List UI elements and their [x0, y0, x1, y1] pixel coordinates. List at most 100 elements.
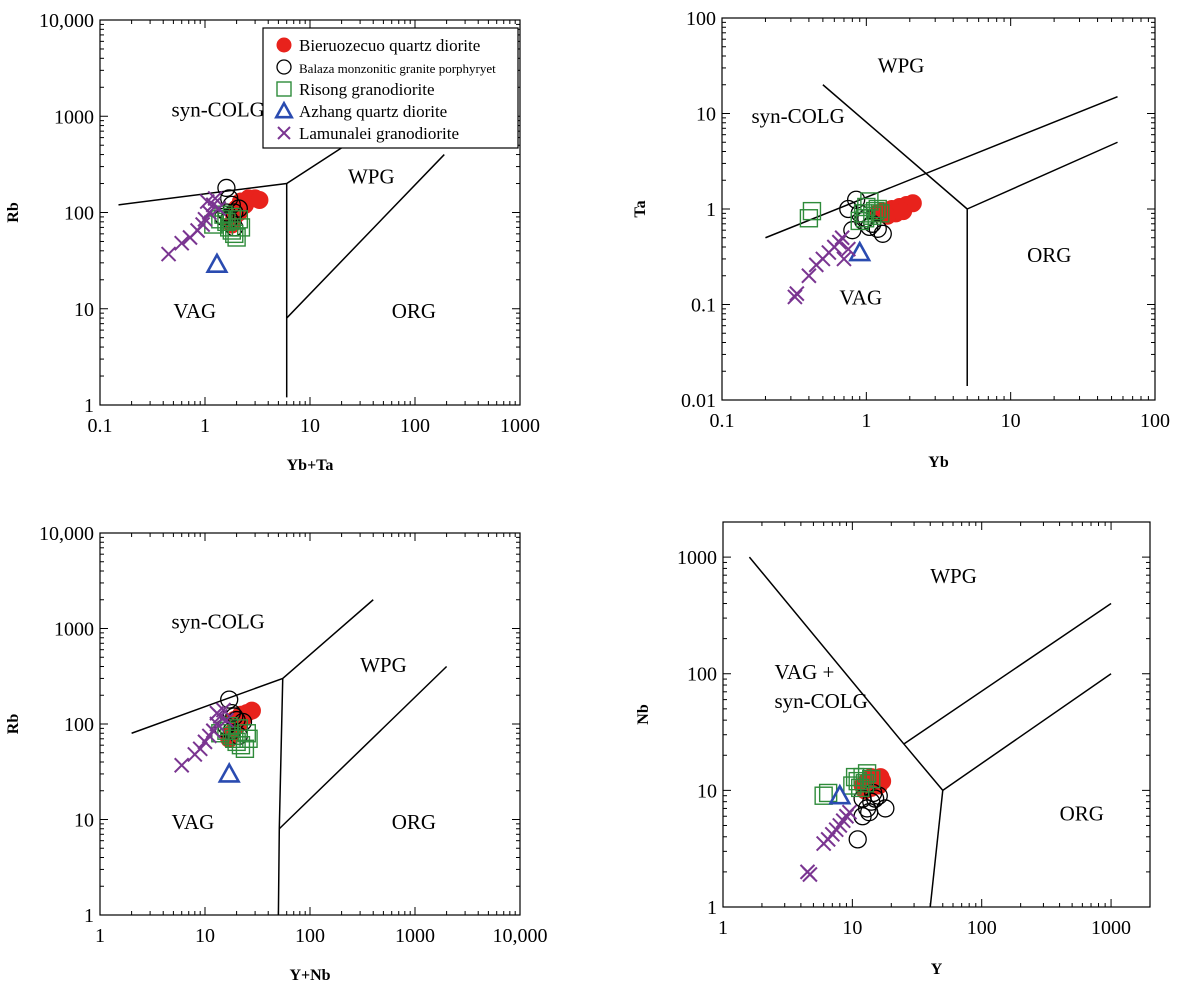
x-tick-label: 10: [300, 415, 320, 437]
data-point: [199, 193, 215, 210]
legend-marker-balaza: [276, 59, 292, 75]
legend-label-lamunalei: Lamunalei granodiorite: [299, 124, 459, 143]
legend-marker-bieruozecuo: [276, 37, 292, 53]
data-point: [237, 724, 256, 743]
series-lamunalei: [787, 230, 857, 305]
x-axis-title: Y: [931, 961, 943, 978]
y-tick-label: 100: [686, 8, 716, 30]
y-tick-label: 10: [74, 299, 94, 321]
x-tick-label: 100: [1140, 410, 1170, 432]
boundary-line: [903, 602, 1112, 745]
data-point: [801, 268, 817, 284]
data-point: [851, 778, 870, 798]
x-axis-title: Yb: [928, 454, 949, 471]
region-label: ORG: [392, 810, 436, 834]
data-point: [220, 690, 239, 709]
legend-marker-azhang: [274, 100, 294, 119]
x-tick-label: 1000: [1091, 917, 1131, 939]
x-tick-label: 100: [967, 917, 997, 939]
plot-frame: [99, 532, 521, 916]
x-tick-label: 100: [295, 925, 325, 947]
boundary-line: [929, 790, 944, 908]
data-point: [194, 216, 211, 233]
legend-marker-risong: [276, 81, 292, 97]
region-label: VAG +: [774, 660, 834, 684]
series-azhang: [848, 240, 872, 262]
data-point: [222, 207, 242, 227]
data-point: [876, 799, 895, 818]
data-point: [205, 252, 229, 274]
y-tick-label: 10: [74, 810, 94, 832]
data-point: [848, 240, 872, 262]
x-tick-label: 0.1: [88, 415, 113, 437]
y-tick-label: 1000: [54, 619, 94, 641]
series-azhang: [205, 252, 229, 274]
data-point: [814, 786, 833, 805]
data-point: [855, 209, 875, 228]
x-tick-label: 100: [400, 415, 430, 437]
y-tick-label: 1: [84, 905, 94, 927]
data-point: [865, 201, 885, 221]
data-point: [799, 209, 819, 228]
data-point: [841, 804, 858, 820]
data-point: [868, 199, 887, 219]
data-point: [207, 190, 223, 207]
boundary-line: [278, 665, 448, 830]
data-point: [894, 202, 913, 221]
series-risong: [814, 764, 881, 805]
x-tick-label: 1: [95, 925, 105, 947]
x-tick-label: 1: [200, 415, 210, 437]
legend-label-balaza: Balaza monzonitic granite porphyryet: [299, 61, 496, 76]
y-tick-label: 10: [697, 780, 717, 802]
plot-frame: [721, 17, 1156, 401]
x-axis-title: Yb+Ta: [287, 457, 334, 474]
region-label: syn-COLG: [172, 610, 265, 634]
y-tick-label: 100: [687, 664, 717, 686]
plot-1: 0.1 1 10 100 1000110100100010,000Yb+TaRbsyn-…: [5, 10, 540, 474]
data-point: [855, 774, 875, 793]
y-tick-label: 1000: [54, 106, 94, 128]
region-label: VAG: [839, 286, 882, 310]
data-point: [227, 228, 246, 247]
data-point: [239, 729, 258, 748]
series-lamunalei: [160, 190, 227, 262]
x-tick-label: 1000: [395, 925, 435, 947]
plot-4: 1 10 100 1000 1 10 100 1000 Y Nb WPG VAG + syn-COLG O…: [635, 521, 1151, 978]
data-point: [209, 716, 225, 732]
x-tick-label: 1000: [500, 415, 540, 437]
data-point: [217, 178, 236, 198]
region-label: ORG: [1027, 243, 1071, 267]
legend-box: [262, 27, 519, 149]
data-point: [871, 204, 890, 223]
legend-label-risong: Risong granodiorite: [299, 80, 435, 99]
region-label: WPG: [878, 53, 925, 77]
x-tick-label: 0.1: [710, 410, 735, 432]
region-label: WPG: [360, 653, 407, 677]
data-point: [173, 757, 190, 773]
y-axis-title: Nb: [635, 704, 652, 725]
x-tick-label: 10,000: [493, 925, 548, 947]
boundary-line: [765, 95, 1118, 239]
data-point: [873, 224, 892, 243]
y-tick-label: 100: [64, 203, 94, 225]
boundary-line: [966, 141, 1118, 210]
data-point: [218, 712, 235, 728]
y-tick-label: 0.1: [691, 295, 716, 317]
data-point: [160, 246, 177, 262]
series-risong: [799, 192, 890, 231]
series-lamunalei: [173, 702, 235, 773]
data-point: [840, 241, 857, 257]
data-point: [836, 251, 852, 267]
data-point: [857, 764, 877, 783]
boundary-line: [277, 678, 284, 916]
data-point: [192, 741, 208, 757]
y-tick-label: 10,000: [39, 10, 94, 32]
region-label: ORG: [392, 299, 436, 323]
data-point: [845, 767, 865, 787]
data-point: [850, 211, 869, 231]
data-point: [848, 830, 867, 849]
y-tick-label: 100: [64, 714, 94, 736]
region-label: syn-COLG: [751, 104, 844, 128]
y-tick-label: 10,000: [39, 523, 94, 545]
